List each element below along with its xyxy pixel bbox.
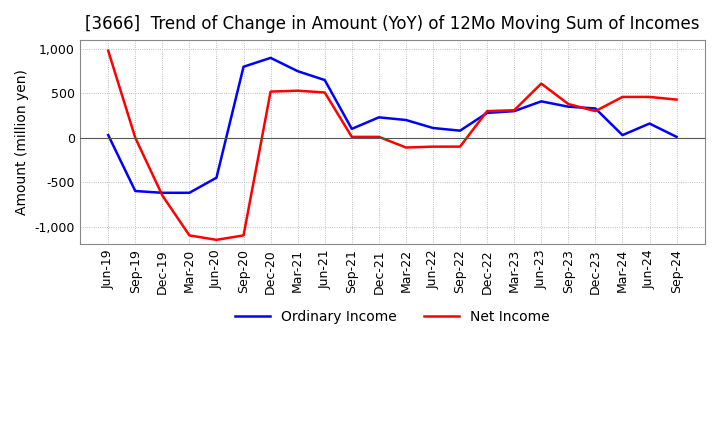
Net Income	[510, 108, 518, 113]
Ordinary Income	[591, 106, 600, 111]
Title: [3666]  Trend of Change in Amount (YoY) of 12Mo Moving Sum of Incomes: [3666] Trend of Change in Amount (YoY) o…	[85, 15, 700, 33]
Ordinary Income	[320, 77, 329, 83]
Net Income	[185, 233, 194, 238]
Ordinary Income	[212, 175, 221, 180]
Net Income	[266, 89, 275, 94]
Ordinary Income	[374, 115, 383, 120]
Net Income	[348, 134, 356, 139]
Net Income	[428, 144, 437, 149]
Net Income	[212, 237, 221, 242]
Line: Ordinary Income: Ordinary Income	[108, 58, 677, 193]
Net Income	[158, 193, 166, 198]
Line: Net Income: Net Income	[108, 51, 677, 240]
Ordinary Income	[645, 121, 654, 126]
Net Income	[591, 109, 600, 114]
Ordinary Income	[672, 134, 681, 139]
Ordinary Income	[483, 110, 492, 116]
Net Income	[564, 101, 572, 106]
Net Income	[618, 94, 627, 99]
Net Income	[402, 145, 410, 150]
Legend: Ordinary Income, Net Income: Ordinary Income, Net Income	[230, 304, 555, 329]
Ordinary Income	[185, 190, 194, 195]
Ordinary Income	[402, 117, 410, 123]
Ordinary Income	[428, 125, 437, 131]
Net Income	[374, 134, 383, 139]
Net Income	[293, 88, 302, 93]
Ordinary Income	[537, 99, 546, 104]
Ordinary Income	[131, 188, 140, 194]
Ordinary Income	[239, 64, 248, 70]
Net Income	[131, 135, 140, 140]
Y-axis label: Amount (million yen): Amount (million yen)	[15, 69, 29, 215]
Net Income	[239, 233, 248, 238]
Net Income	[672, 97, 681, 102]
Ordinary Income	[158, 190, 166, 195]
Ordinary Income	[348, 126, 356, 132]
Net Income	[104, 48, 112, 53]
Ordinary Income	[510, 109, 518, 114]
Ordinary Income	[456, 128, 464, 133]
Ordinary Income	[618, 132, 627, 138]
Ordinary Income	[104, 132, 112, 138]
Ordinary Income	[266, 55, 275, 61]
Net Income	[537, 81, 546, 86]
Net Income	[456, 144, 464, 149]
Ordinary Income	[564, 104, 572, 109]
Net Income	[645, 94, 654, 99]
Net Income	[320, 90, 329, 95]
Net Income	[483, 109, 492, 114]
Ordinary Income	[293, 69, 302, 74]
